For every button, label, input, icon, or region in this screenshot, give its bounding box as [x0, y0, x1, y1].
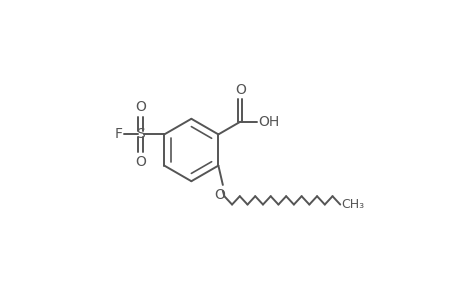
Text: S: S: [136, 128, 145, 141]
Text: CH₃: CH₃: [341, 198, 364, 211]
Text: O: O: [214, 188, 225, 202]
Text: O: O: [135, 100, 146, 114]
Text: O: O: [135, 155, 146, 169]
Text: F: F: [114, 128, 123, 141]
Text: OH: OH: [257, 115, 279, 129]
Text: O: O: [234, 82, 245, 97]
